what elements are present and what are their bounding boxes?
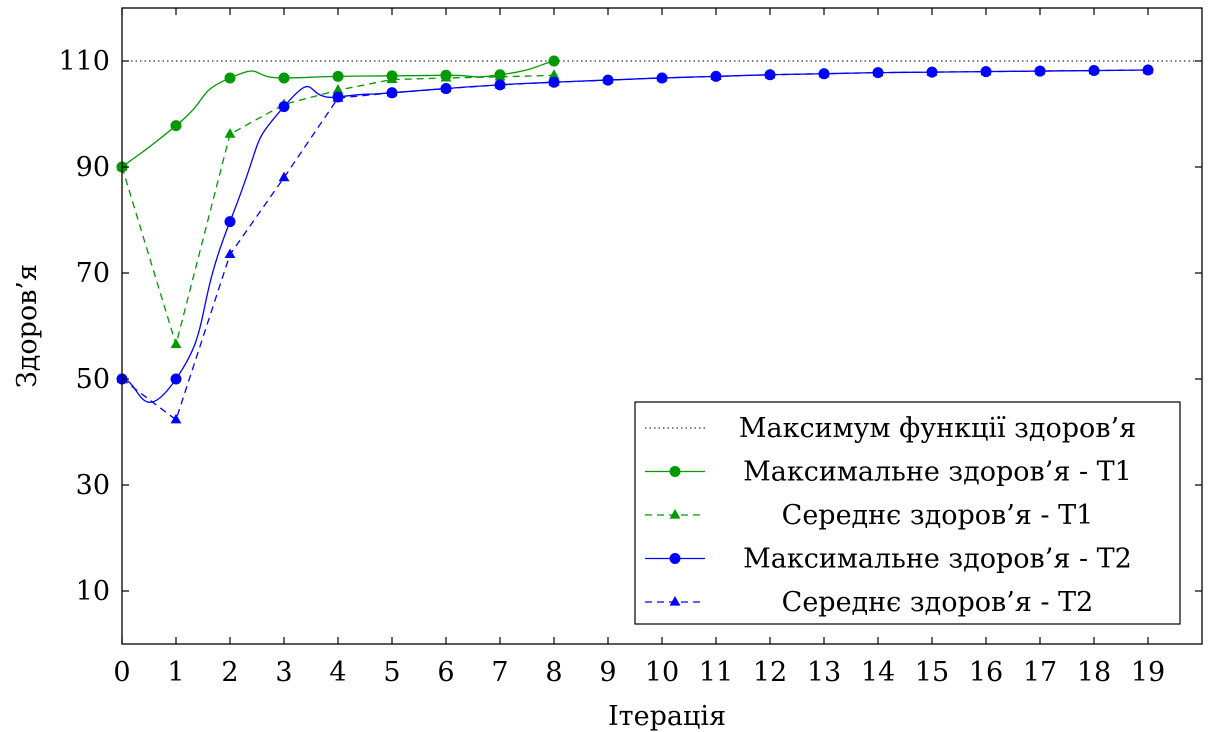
series-line-4 bbox=[121, 69, 1149, 421]
data-point-2 bbox=[494, 70, 506, 81]
data-point-4 bbox=[818, 67, 830, 78]
data-point-1 bbox=[332, 70, 344, 82]
data-point-4 bbox=[926, 66, 938, 76]
data-point-1 bbox=[170, 120, 182, 132]
x-tick-label: 2 bbox=[221, 657, 238, 688]
data-point-1 bbox=[278, 72, 290, 84]
legend-label: Середнє здоров’я - T1 bbox=[782, 500, 1094, 531]
x-tick-label: 14 bbox=[861, 657, 895, 688]
legend-label: Максимальне здоров’я - T1 bbox=[743, 457, 1132, 488]
y-tick-label: 110 bbox=[58, 46, 110, 77]
x-axis-title: Ітерація bbox=[608, 701, 726, 732]
data-point-4 bbox=[1088, 64, 1100, 75]
data-point-4 bbox=[170, 413, 182, 424]
legend-marker bbox=[669, 553, 681, 564]
data-point-1 bbox=[224, 72, 236, 84]
x-tick-label: 16 bbox=[969, 657, 1003, 688]
y-tick-label: 70 bbox=[76, 258, 110, 289]
data-point-4 bbox=[872, 66, 884, 77]
x-tick-label: 12 bbox=[753, 657, 787, 688]
x-tick-label: 5 bbox=[383, 657, 400, 688]
data-point-4 bbox=[332, 92, 344, 102]
data-point-1 bbox=[548, 55, 560, 67]
data-point-2 bbox=[440, 71, 452, 82]
x-tick-label: 9 bbox=[599, 657, 616, 688]
data-point-4 bbox=[1142, 64, 1154, 74]
y-axis-title: Здоров’я bbox=[12, 264, 43, 388]
legend-marker bbox=[669, 466, 681, 477]
x-tick-label: 4 bbox=[329, 657, 346, 688]
data-point-4 bbox=[278, 171, 290, 182]
x-tick-label: 13 bbox=[807, 657, 841, 688]
data-point-3 bbox=[278, 101, 290, 113]
legend-marker bbox=[669, 596, 681, 606]
x-tick-label: 7 bbox=[491, 657, 508, 688]
y-axis: 10 30 50 70 90 110 bbox=[58, 46, 1202, 607]
x-tick-label: 6 bbox=[437, 657, 454, 688]
data-point-4 bbox=[440, 82, 452, 93]
x-tick-label: 8 bbox=[545, 657, 562, 688]
data-point-2 bbox=[170, 338, 182, 349]
data-point-4 bbox=[548, 76, 560, 86]
data-point-2 bbox=[548, 69, 560, 79]
data-point-2 bbox=[224, 128, 236, 138]
legend: Максимум функції здоров’я Максимальне здо… bbox=[634, 401, 1181, 625]
x-tick-label: 3 bbox=[275, 657, 292, 688]
y-tick-label: 10 bbox=[76, 576, 110, 607]
legend-label: Середнє здоров’я - T2 bbox=[782, 587, 1094, 618]
data-point-4 bbox=[1034, 65, 1046, 75]
x-tick-label: 11 bbox=[699, 657, 733, 688]
legend-marker bbox=[669, 509, 681, 519]
data-point-3 bbox=[224, 216, 236, 228]
x-axis: 0 1 2 3 4 5 6 7 8 9 10 11 12 13 14 15 16 17 18 19 bbox=[113, 8, 1165, 688]
data-point-4 bbox=[656, 71, 668, 82]
x-tick-label: 19 bbox=[1131, 657, 1165, 688]
data-point-4 bbox=[224, 248, 236, 259]
legend-label: Максимум функції здоров’я bbox=[739, 413, 1136, 444]
data-point-4 bbox=[386, 86, 398, 97]
data-point-3 bbox=[170, 373, 182, 385]
x-tick-label: 10 bbox=[645, 657, 679, 688]
y-tick-label: 50 bbox=[76, 364, 110, 395]
data-point-2 bbox=[386, 73, 398, 84]
legend-box bbox=[634, 401, 1181, 625]
x-tick-label: 18 bbox=[1077, 657, 1111, 688]
data-point-2 bbox=[332, 84, 344, 94]
x-tick-label: 1 bbox=[167, 657, 184, 688]
x-tick-label: 0 bbox=[113, 657, 130, 688]
x-tick-label: 17 bbox=[1023, 657, 1057, 688]
y-tick-label: 90 bbox=[76, 152, 110, 183]
data-point-4 bbox=[980, 65, 992, 76]
y-tick-label: 30 bbox=[76, 470, 110, 501]
data-point-4 bbox=[602, 74, 614, 84]
x-tick-label: 15 bbox=[915, 657, 949, 688]
data-point-4 bbox=[710, 70, 722, 80]
data-point-4 bbox=[494, 78, 506, 89]
legend-label: Максимальне здоров’я - T2 bbox=[743, 544, 1132, 575]
series-layer bbox=[116, 55, 1154, 424]
data-point-4 bbox=[764, 68, 776, 79]
